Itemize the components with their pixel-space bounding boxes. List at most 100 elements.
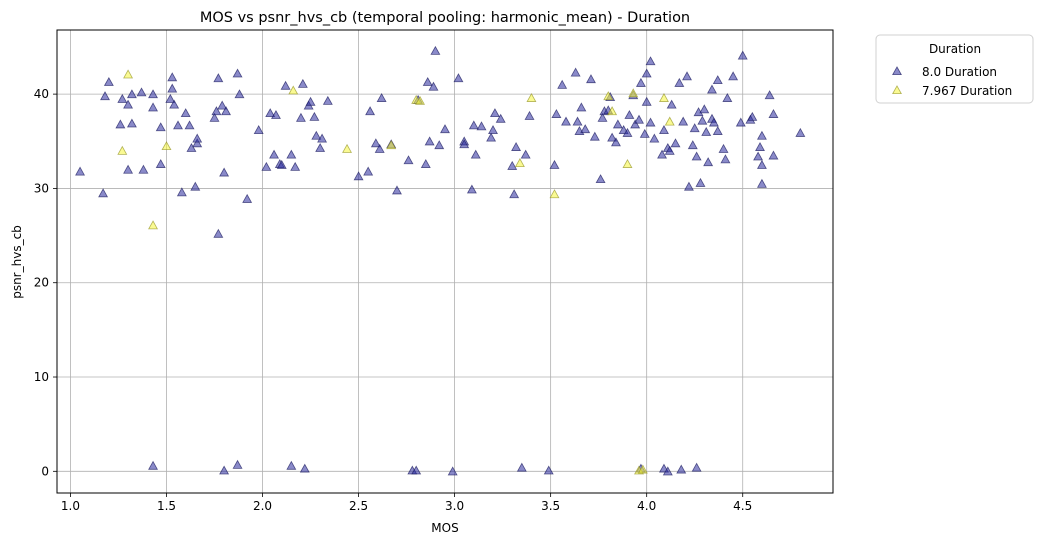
data-point (511, 142, 522, 151)
data-point (376, 92, 387, 102)
data-point (712, 75, 723, 85)
x-tick-label: 4.0 (637, 499, 656, 513)
data-point (645, 117, 656, 127)
legend-box (875, 34, 1034, 104)
data-point (551, 109, 562, 118)
data-point (486, 132, 497, 142)
legend-label: 7.967 Duration (922, 84, 1012, 98)
data-point (192, 138, 203, 148)
data-point (634, 114, 644, 124)
data-point (689, 123, 700, 133)
data-point (768, 109, 779, 118)
data-point (549, 189, 560, 199)
data-point (190, 181, 201, 191)
data-point (167, 83, 178, 93)
data-point (507, 160, 518, 170)
data-point (695, 177, 706, 187)
data-point (756, 178, 767, 188)
data-point (645, 56, 656, 66)
data-point (148, 220, 159, 230)
data-point (658, 92, 669, 102)
data-point (622, 158, 633, 168)
data-point (722, 92, 733, 102)
data-point (297, 78, 308, 88)
data-point (242, 193, 253, 203)
data-point (103, 76, 114, 86)
data-point (167, 72, 178, 82)
x-tick-label: 1.5 (157, 499, 176, 513)
data-point (270, 109, 281, 119)
data-point (211, 106, 222, 116)
data-point (123, 69, 134, 79)
data-point (466, 184, 477, 194)
data-point (253, 125, 264, 135)
data-point (342, 143, 353, 153)
data-point (557, 79, 568, 89)
y-axis-ticks: 0 10 20 30 40 (34, 87, 57, 478)
data-point (280, 80, 291, 90)
data-point (664, 116, 675, 126)
plot-frame (56, 29, 834, 494)
data-point (363, 166, 374, 176)
data-point (184, 120, 195, 130)
data-point (434, 140, 445, 150)
data-point (221, 106, 232, 116)
data-point (586, 74, 596, 84)
data-point (459, 139, 470, 149)
data-point (424, 136, 435, 146)
grid-lines (57, 30, 833, 493)
data-point (683, 181, 694, 191)
data-point (576, 102, 587, 112)
data-point (697, 115, 708, 125)
plot-area (57, 30, 833, 493)
data-point (708, 117, 719, 127)
data-point (580, 124, 591, 134)
data-point (753, 151, 764, 161)
data-point (219, 167, 230, 177)
data-point (755, 142, 765, 151)
data-point (570, 67, 581, 77)
data-point (607, 132, 618, 142)
data-point (288, 85, 299, 95)
data-point (309, 111, 320, 121)
data-point (440, 124, 450, 134)
data-point (610, 137, 621, 147)
y-tick-label: 20 (34, 276, 49, 290)
data-point (589, 131, 600, 141)
data-point (664, 145, 675, 155)
data-point (234, 89, 245, 99)
data-point (476, 121, 487, 131)
data-point (764, 90, 775, 100)
data-point (678, 116, 689, 126)
y-tick-label: 0 (41, 464, 49, 478)
data-point (126, 89, 137, 99)
data-point (666, 99, 677, 109)
data-point (662, 466, 673, 476)
data-point (624, 109, 635, 119)
data-point (430, 45, 441, 55)
y-tick-label: 40 (34, 87, 49, 101)
data-point (543, 465, 554, 475)
data-point (561, 116, 571, 126)
data-point (488, 125, 498, 135)
data-point (290, 161, 301, 171)
data-point (374, 143, 385, 153)
data-point (392, 185, 402, 195)
data-point (657, 149, 668, 159)
data-point (524, 110, 535, 120)
data-point (699, 104, 710, 114)
data-point (261, 161, 272, 171)
data-point (676, 464, 687, 474)
data-point (622, 127, 633, 137)
data-point (213, 228, 224, 238)
data-point (386, 140, 397, 150)
data-point (607, 106, 618, 116)
data-point (403, 155, 414, 165)
data-point (213, 73, 224, 83)
data-point (514, 158, 525, 168)
data-point (603, 91, 614, 101)
series-2 (117, 69, 675, 475)
data-point (123, 164, 134, 174)
data-point (756, 130, 767, 140)
